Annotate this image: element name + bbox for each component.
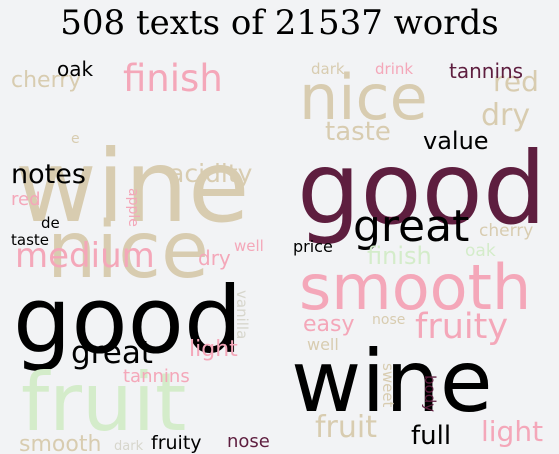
word-body: body <box>421 375 439 413</box>
word-dry: dry <box>481 98 531 133</box>
word-oak: oak <box>57 57 94 81</box>
word-cloud-right: good wine smooth nice great fruity taste dry red… <box>289 57 559 454</box>
word-dry: dry <box>198 246 231 270</box>
word-notes: notes <box>11 159 86 190</box>
word-tannins: tannins <box>449 59 524 83</box>
word-nice: nice <box>299 61 428 134</box>
word-price: price <box>293 237 333 256</box>
word-great: great <box>71 335 153 371</box>
word-light: light <box>189 337 238 362</box>
word-nice: nice <box>47 206 209 296</box>
word-red: red <box>493 65 539 98</box>
chart-title: 508 texts of 21537 words <box>60 3 499 43</box>
word-nose: nose <box>227 431 270 452</box>
word-fruity: fruity <box>415 307 509 347</box>
word-well: well <box>307 335 339 354</box>
word-great: great <box>353 201 470 252</box>
word-full: full <box>411 421 452 451</box>
word-apple: apple <box>125 188 141 227</box>
word-tannins: tannins <box>123 366 190 387</box>
word-drink: drink <box>375 60 414 78</box>
word-value: value <box>423 127 489 155</box>
word-dark: dark <box>311 60 345 78</box>
word-good: good <box>297 130 547 247</box>
word-sweet: sweet <box>379 363 397 408</box>
word-nose: nose <box>372 312 406 328</box>
word-smooth: smooth <box>299 251 532 324</box>
word-fruity: fruity <box>151 432 202 454</box>
word-dark: dark <box>114 439 144 454</box>
word-wine: wine <box>291 332 493 432</box>
word-fruit: fruit <box>21 356 187 449</box>
word-de: de <box>41 214 60 232</box>
word-vanilla: vanilla <box>233 290 251 340</box>
word-fruit: fruit <box>315 410 378 445</box>
word-smooth: smooth <box>19 432 102 454</box>
word-well: well <box>234 237 264 255</box>
word-cherry: cherry <box>479 221 534 241</box>
word-wine: wine <box>15 128 250 245</box>
word-medium: medium <box>15 236 155 276</box>
word-finish: finish <box>123 57 223 100</box>
word-e: e <box>71 131 80 147</box>
word-oak: oak <box>465 241 496 261</box>
word-light: light <box>481 415 544 448</box>
word-cherry: cherry <box>11 68 82 93</box>
word-cloud-left: wine nice good fruit finish medium great notes a… <box>9 57 277 454</box>
word-acidity: acidity <box>169 159 253 188</box>
word-taste: taste <box>11 231 49 249</box>
word-good: good <box>13 267 243 374</box>
word-red: red <box>11 189 41 210</box>
word-finish: finish <box>367 242 432 270</box>
word-taste: taste <box>325 117 391 147</box>
word-easy: easy <box>303 312 355 337</box>
